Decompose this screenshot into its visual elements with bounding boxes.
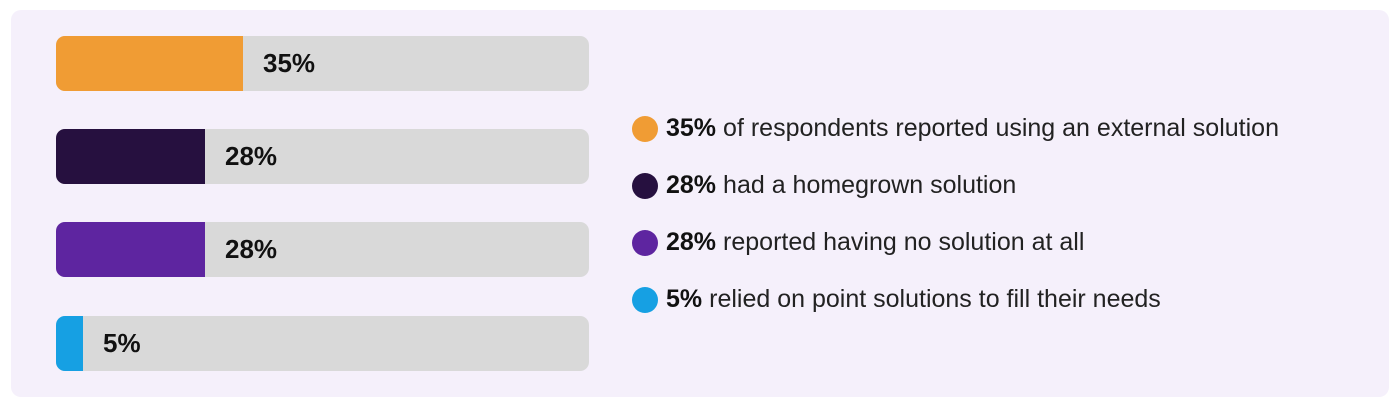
- legend-text: had a homegrown solution: [723, 171, 1017, 199]
- bar-value-label: 35%: [263, 48, 316, 78]
- legend-value: 35%: [666, 114, 717, 142]
- legend-text: reported having no solution at all: [723, 228, 1085, 256]
- bar-fill: [56, 36, 243, 91]
- bar-value-label: 28%: [225, 141, 278, 171]
- legend: 35% of respondents reported using an exte…: [632, 100, 1279, 328]
- bar-track: 28%: [56, 222, 589, 277]
- legend-dot-icon: [632, 172, 658, 199]
- legend-text: of respondents reported using an externa…: [723, 114, 1279, 142]
- legend-item: 35% of respondents reported using an exte…: [632, 100, 1279, 157]
- legend-item: 28% reported having no solution at all: [632, 214, 1279, 271]
- legend-value: 5%: [666, 285, 703, 313]
- bar-value-label: 5%: [103, 328, 141, 358]
- bar-fill: [56, 129, 205, 184]
- legend-value: 28%: [666, 171, 717, 199]
- legend-dot-icon: [632, 115, 658, 142]
- bar-track: 28%: [56, 129, 589, 184]
- legend-value: 28%: [666, 228, 717, 256]
- legend-dot-icon: [632, 229, 658, 256]
- legend-item: 5% relied on point solutions to fill thei…: [632, 271, 1279, 328]
- legend-text: relied on point solutions to fill their …: [709, 285, 1161, 313]
- bar-value-label: 28%: [225, 234, 278, 264]
- legend-item: 28% had a homegrown solution: [632, 157, 1279, 214]
- bar-fill: [56, 316, 83, 371]
- legend-dot-icon: [632, 286, 658, 313]
- bar-track: 35%: [56, 36, 589, 91]
- bar-track: 5%: [56, 316, 589, 371]
- bar-fill: [56, 222, 205, 277]
